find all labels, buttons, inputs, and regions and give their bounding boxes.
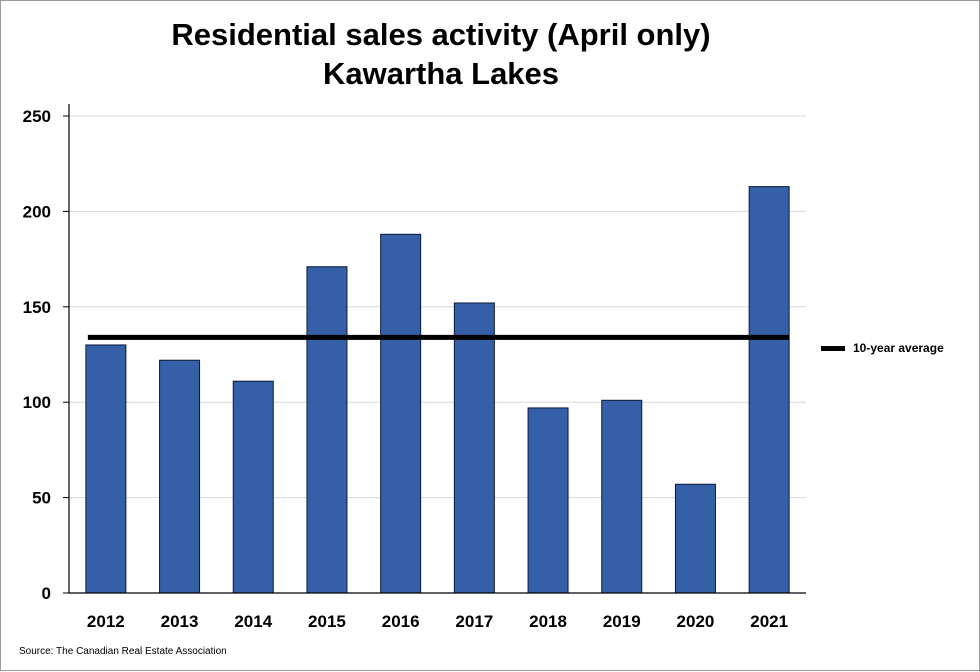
gridlines <box>63 115 806 594</box>
y-tick-labels: 0 50 100 150 200 250 <box>23 107 51 603</box>
x-tick-label: 2021 <box>750 612 788 631</box>
y-tick-label: 250 <box>23 107 51 126</box>
bar <box>527 407 569 594</box>
x-tick-label: 2017 <box>455 612 493 631</box>
y-tick-label: 50 <box>32 489 51 508</box>
x-tick-label: 2013 <box>161 612 199 631</box>
bar <box>674 483 716 594</box>
x-tick-label: 2012 <box>87 612 125 631</box>
bar <box>601 399 643 594</box>
x-tick-label: 2018 <box>529 612 567 631</box>
bar <box>748 186 790 594</box>
y-tick-label: 200 <box>23 202 51 221</box>
y-tick-label: 100 <box>23 393 51 412</box>
bar <box>85 344 127 594</box>
x-tick-label: 2020 <box>677 612 715 631</box>
bar <box>380 233 422 594</box>
bar <box>306 266 348 594</box>
legend-label: 10-year average <box>853 341 944 355</box>
y-tick-label: 150 <box>23 298 51 317</box>
chart-title-block: Residential sales activity (April only) … <box>1 15 881 93</box>
y-tick-label: 0 <box>42 584 51 603</box>
chart-title: Residential sales activity (April only) <box>171 17 711 52</box>
x-tick-label: 2015 <box>308 612 346 631</box>
x-tick-label: 2016 <box>382 612 420 631</box>
bar <box>453 302 495 594</box>
bar <box>232 380 274 594</box>
source-note: Source: The Canadian Real Estate Associa… <box>19 646 227 657</box>
x-tick-label: 2019 <box>603 612 641 631</box>
axes <box>68 104 806 594</box>
bars <box>85 186 790 594</box>
legend-swatch <box>821 345 845 351</box>
x-tick-label: 2014 <box>234 612 272 631</box>
chart-subtitle: Kawartha Lakes <box>322 56 560 91</box>
bar <box>159 359 201 594</box>
x-tick-labels: 2012 2013 2014 2015 2016 2017 2018 2019 2020 2021 <box>87 612 788 631</box>
legend: 10-year average <box>821 341 944 355</box>
